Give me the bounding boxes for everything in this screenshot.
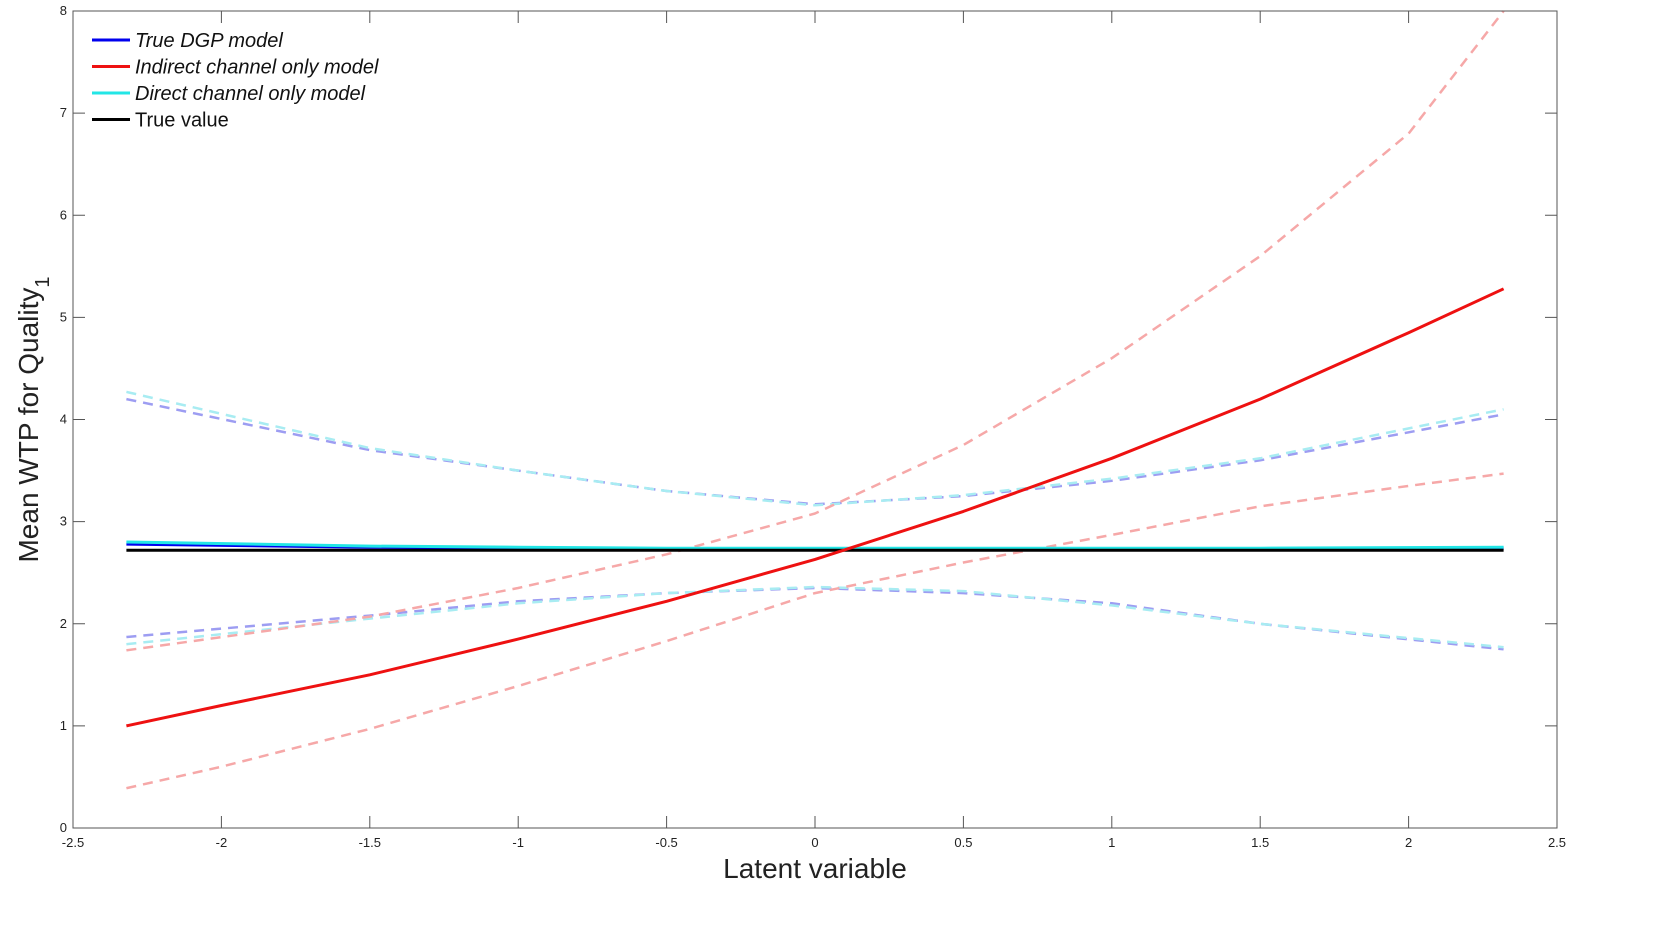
x-tick-label: -1.5 <box>359 835 381 850</box>
x-tick-label: 0.5 <box>954 835 972 850</box>
ticks-layer: -2.5 -2 -1.5 -1 -0.5 0 0.5 1 1.5 2 2.5 0 1 2 3 4 5 6 7 8 <box>60 3 1566 850</box>
y-tick-label: 7 <box>60 105 67 120</box>
legend-label: Indirect channel only model <box>135 57 379 79</box>
x-tick-label: -2 <box>216 835 228 850</box>
series-line-indirect <box>126 287 1505 728</box>
y-tick-label: 6 <box>60 207 67 222</box>
x-tick-label: 1.5 <box>1251 835 1269 850</box>
x-tick-label: -1 <box>512 835 524 850</box>
x-tick-label: 2 <box>1405 835 1412 850</box>
legend-label: True DGP model <box>135 30 283 52</box>
y-axis-title-subscript: 1 <box>32 276 54 287</box>
y-tick-label: 8 <box>60 3 67 18</box>
y-axis-title-main: Mean WTP for Quality <box>13 288 44 563</box>
y-tick-label: 1 <box>60 718 67 733</box>
y-tick-label: 2 <box>60 616 67 631</box>
y-tick-label: 4 <box>60 412 67 427</box>
legend-item: True DGP model <box>92 30 283 52</box>
legend: True DGP model Indirect channel only mode… <box>92 30 379 132</box>
legend-item: Direct channel only model <box>92 83 366 105</box>
legend-item: Indirect channel only model <box>92 57 379 79</box>
legend-label: Direct channel only model <box>135 83 366 105</box>
x-axis-title: Latent variable <box>723 853 907 884</box>
x-tick-label: 2.5 <box>1548 835 1566 850</box>
series-line-direct-upper <box>126 390 1504 507</box>
y-tick-label: 0 <box>60 820 67 835</box>
x-tick-label: 0 <box>811 835 818 850</box>
y-tick-label: 3 <box>60 514 67 529</box>
legend-label: True value <box>135 110 229 132</box>
series-layer <box>126 10 1505 790</box>
y-tick-label: 5 <box>60 309 67 324</box>
x-tick-label: -2.5 <box>62 835 84 850</box>
x-tick-label: 1 <box>1108 835 1115 850</box>
legend-item: True value <box>92 110 229 132</box>
y-axis-title: Mean WTP for Quality1 <box>13 276 54 562</box>
series-line-dgp-lower <box>126 586 1504 651</box>
series-line-direct-lower <box>126 585 1504 649</box>
series-line-direct <box>126 540 1504 550</box>
series-line-indirect-lower <box>126 472 1504 790</box>
x-tick-label: -0.5 <box>655 835 677 850</box>
series-line-indirect-upper <box>126 10 1505 652</box>
